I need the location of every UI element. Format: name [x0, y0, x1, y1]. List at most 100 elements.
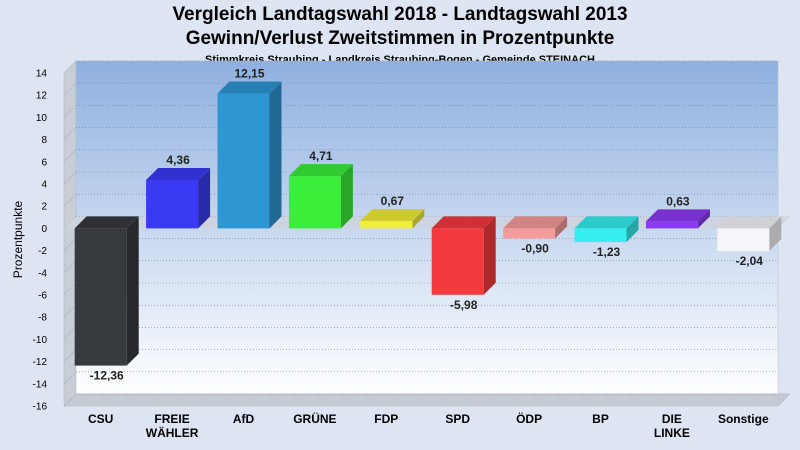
bar-front	[503, 228, 556, 239]
value-label: -1,23	[593, 245, 621, 259]
bar-side	[126, 216, 139, 366]
bar-freie-wähler	[146, 168, 211, 229]
gridline-wall	[63, 393, 77, 407]
gridline-wall	[63, 60, 77, 74]
category-label: DIE	[662, 412, 682, 426]
y-axis-label: Prozentpunkte	[11, 200, 25, 278]
left-wall	[63, 60, 77, 407]
y-tick-label: 14	[36, 69, 48, 80]
bar-csu	[74, 216, 139, 366]
bar-top	[74, 216, 139, 229]
gridline-wall	[63, 105, 77, 118]
bar-die-linke	[645, 209, 710, 229]
bar-side	[483, 216, 496, 295]
bar-front	[645, 221, 698, 229]
bar-side	[412, 208, 425, 229]
bar-side	[626, 216, 639, 243]
chart-subtitle: Gewinn/Verlust Zweitstimmen in Prozentpu…	[185, 28, 615, 49]
y-tick-label: 0	[41, 224, 47, 235]
y-tick-label: -10	[33, 335, 48, 346]
bar-top	[431, 216, 496, 229]
bar-grüne	[288, 164, 353, 229]
bar-front	[288, 176, 341, 229]
gridline-wall	[63, 260, 77, 273]
gridline-wall	[63, 194, 77, 207]
category-label: FREIE	[154, 412, 189, 426]
bar-front	[74, 228, 127, 366]
y-tick-label: -8	[38, 313, 47, 324]
gridline-wall	[63, 83, 77, 96]
bar-front	[574, 228, 627, 243]
category-label: WÄHLER	[146, 425, 199, 440]
y-tick-label: 8	[41, 135, 47, 146]
bar-afd	[217, 81, 282, 229]
bar-front	[146, 180, 199, 229]
category-label: CSU	[88, 412, 113, 426]
bar-front	[717, 228, 770, 252]
y-tick-label: -12	[33, 357, 48, 368]
bar-top	[574, 216, 639, 229]
bar-front	[360, 220, 413, 229]
y-tick-label: -4	[38, 268, 47, 279]
value-label: -5,98	[450, 298, 478, 312]
y-tick-label: 10	[36, 113, 48, 124]
value-label: 0,63	[666, 194, 690, 208]
value-label: 12,15	[234, 67, 264, 81]
bar-side	[340, 164, 353, 229]
bar-front	[217, 93, 270, 229]
value-label: -12,36	[90, 369, 124, 383]
bar-front	[431, 228, 484, 295]
bar-side	[769, 216, 782, 252]
value-label: -2,04	[736, 254, 764, 268]
gridline-wall	[63, 371, 77, 384]
bar-bp	[574, 216, 639, 243]
gridline-wall	[63, 305, 77, 318]
category-label: GRÜNE	[293, 411, 336, 426]
y-tick-label: -6	[38, 291, 47, 302]
gridline-wall	[63, 149, 77, 162]
category-label: FDP	[374, 412, 398, 426]
bar-ödp	[503, 216, 568, 239]
bar-side	[198, 168, 211, 229]
bar-top	[360, 208, 425, 221]
gridline-wall	[63, 327, 77, 340]
category-label: AfD	[233, 412, 255, 426]
value-label: 4,36	[166, 153, 190, 167]
bar-top	[503, 216, 568, 229]
bar-sonstige	[717, 216, 782, 252]
bar-spd	[431, 216, 496, 295]
y-tick-label: -14	[33, 379, 48, 390]
bar-side	[555, 216, 568, 239]
bar-top	[217, 81, 282, 94]
bar-fdp	[360, 208, 425, 229]
bar-side	[697, 209, 710, 229]
y-tick-label: 12	[36, 91, 48, 102]
value-label: 0,67	[381, 194, 405, 208]
value-label: 4,71	[309, 149, 333, 163]
y-tick-label: 4	[41, 180, 47, 191]
gridline-wall	[63, 171, 77, 185]
value-label: -0,90	[521, 241, 549, 255]
bar-top	[288, 164, 353, 177]
category-label: ÖDP	[516, 411, 542, 426]
y-tick-label: -2	[38, 246, 47, 257]
category-label: SPD	[445, 412, 470, 426]
y-tick-label: 2	[41, 202, 47, 213]
bar-top	[717, 216, 782, 229]
category-label: LINKE	[654, 426, 690, 440]
bar-top	[645, 209, 710, 222]
bar-top	[146, 168, 211, 181]
y-tick-label: -16	[33, 402, 48, 413]
gridline-wall	[63, 282, 77, 296]
floor	[63, 393, 791, 407]
gridline-wall	[63, 238, 77, 251]
gridline-wall	[63, 127, 77, 140]
y-tick-label: 6	[41, 157, 47, 168]
category-label: Sonstige	[718, 412, 769, 426]
gridline-wall	[63, 349, 77, 362]
category-label: BP	[592, 412, 609, 426]
bar-side	[269, 81, 282, 229]
chart-title: Vergleich Landtagswahl 2018 - Landtagswa…	[172, 4, 628, 25]
